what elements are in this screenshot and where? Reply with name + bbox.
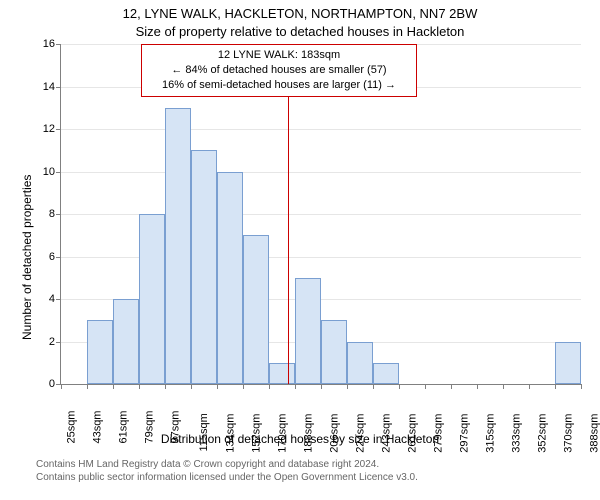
x-tick-mark — [477, 384, 478, 389]
x-tick-mark — [425, 384, 426, 389]
callout-line2: ← 84% of detached houses are smaller (57… — [148, 63, 410, 78]
histogram-bar — [347, 342, 372, 385]
y-tick-mark — [56, 257, 61, 258]
histogram-bar — [113, 299, 138, 384]
histogram-bar — [243, 235, 268, 384]
histogram-bar — [269, 363, 294, 384]
y-tick-label: 16 — [43, 38, 55, 50]
y-tick-label: 4 — [49, 293, 55, 305]
x-tick-mark — [503, 384, 504, 389]
attribution: Contains HM Land Registry data © Crown c… — [36, 458, 418, 484]
histogram-bar — [373, 363, 398, 384]
y-axis-label: Number of detached properties — [20, 175, 34, 340]
y-tick-mark — [56, 299, 61, 300]
y-tick-mark — [56, 214, 61, 215]
x-tick-mark — [113, 384, 114, 389]
x-tick-mark — [87, 384, 88, 389]
histogram-bar — [139, 214, 164, 384]
histogram-bar — [295, 278, 320, 384]
x-tick-mark — [191, 384, 192, 389]
y-tick-mark — [56, 342, 61, 343]
x-tick-mark — [399, 384, 400, 389]
x-tick-mark — [451, 384, 452, 389]
y-tick-label: 8 — [49, 208, 55, 220]
x-tick-mark — [555, 384, 556, 389]
x-tick-mark — [165, 384, 166, 389]
y-tick-label: 14 — [43, 81, 55, 93]
attribution-line1: Contains HM Land Registry data © Crown c… — [36, 458, 418, 471]
histogram-bar — [165, 108, 190, 384]
chart-container: 12, LYNE WALK, HACKLETON, NORTHAMPTON, N… — [0, 0, 600, 500]
gridline — [61, 172, 581, 173]
title-address: 12, LYNE WALK, HACKLETON, NORTHAMPTON, N… — [0, 6, 600, 21]
title-description: Size of property relative to detached ho… — [0, 24, 600, 39]
histogram-bar — [217, 172, 242, 385]
callout-box: 12 LYNE WALK: 183sqm ← 84% of detached h… — [141, 44, 417, 97]
y-tick-mark — [56, 87, 61, 88]
x-tick-mark — [347, 384, 348, 389]
x-tick-mark — [269, 384, 270, 389]
x-tick-mark — [139, 384, 140, 389]
x-tick-mark — [529, 384, 530, 389]
x-tick-mark — [243, 384, 244, 389]
y-tick-label: 10 — [43, 166, 55, 178]
histogram-bar — [87, 320, 112, 384]
histogram-bar — [321, 320, 346, 384]
histogram-bar — [555, 342, 580, 385]
x-tick-mark — [373, 384, 374, 389]
gridline — [61, 129, 581, 130]
callout-line3: 16% of semi-detached houses are larger (… — [148, 78, 410, 93]
y-tick-label: 12 — [43, 123, 55, 135]
callout-line1: 12 LYNE WALK: 183sqm — [148, 48, 410, 63]
attribution-line2: Contains public sector information licen… — [36, 471, 418, 484]
y-tick-mark — [56, 129, 61, 130]
y-tick-label: 0 — [49, 378, 55, 390]
x-axis-label: Distribution of detached houses by size … — [0, 432, 600, 446]
x-tick-mark — [217, 384, 218, 389]
histogram-bar — [191, 150, 216, 384]
y-tick-mark — [56, 172, 61, 173]
y-tick-mark — [56, 44, 61, 45]
x-tick-mark — [295, 384, 296, 389]
x-tick-mark — [61, 384, 62, 389]
y-tick-label: 2 — [49, 336, 55, 348]
x-tick-mark — [321, 384, 322, 389]
x-tick-mark — [581, 384, 582, 389]
y-tick-label: 6 — [49, 251, 55, 263]
